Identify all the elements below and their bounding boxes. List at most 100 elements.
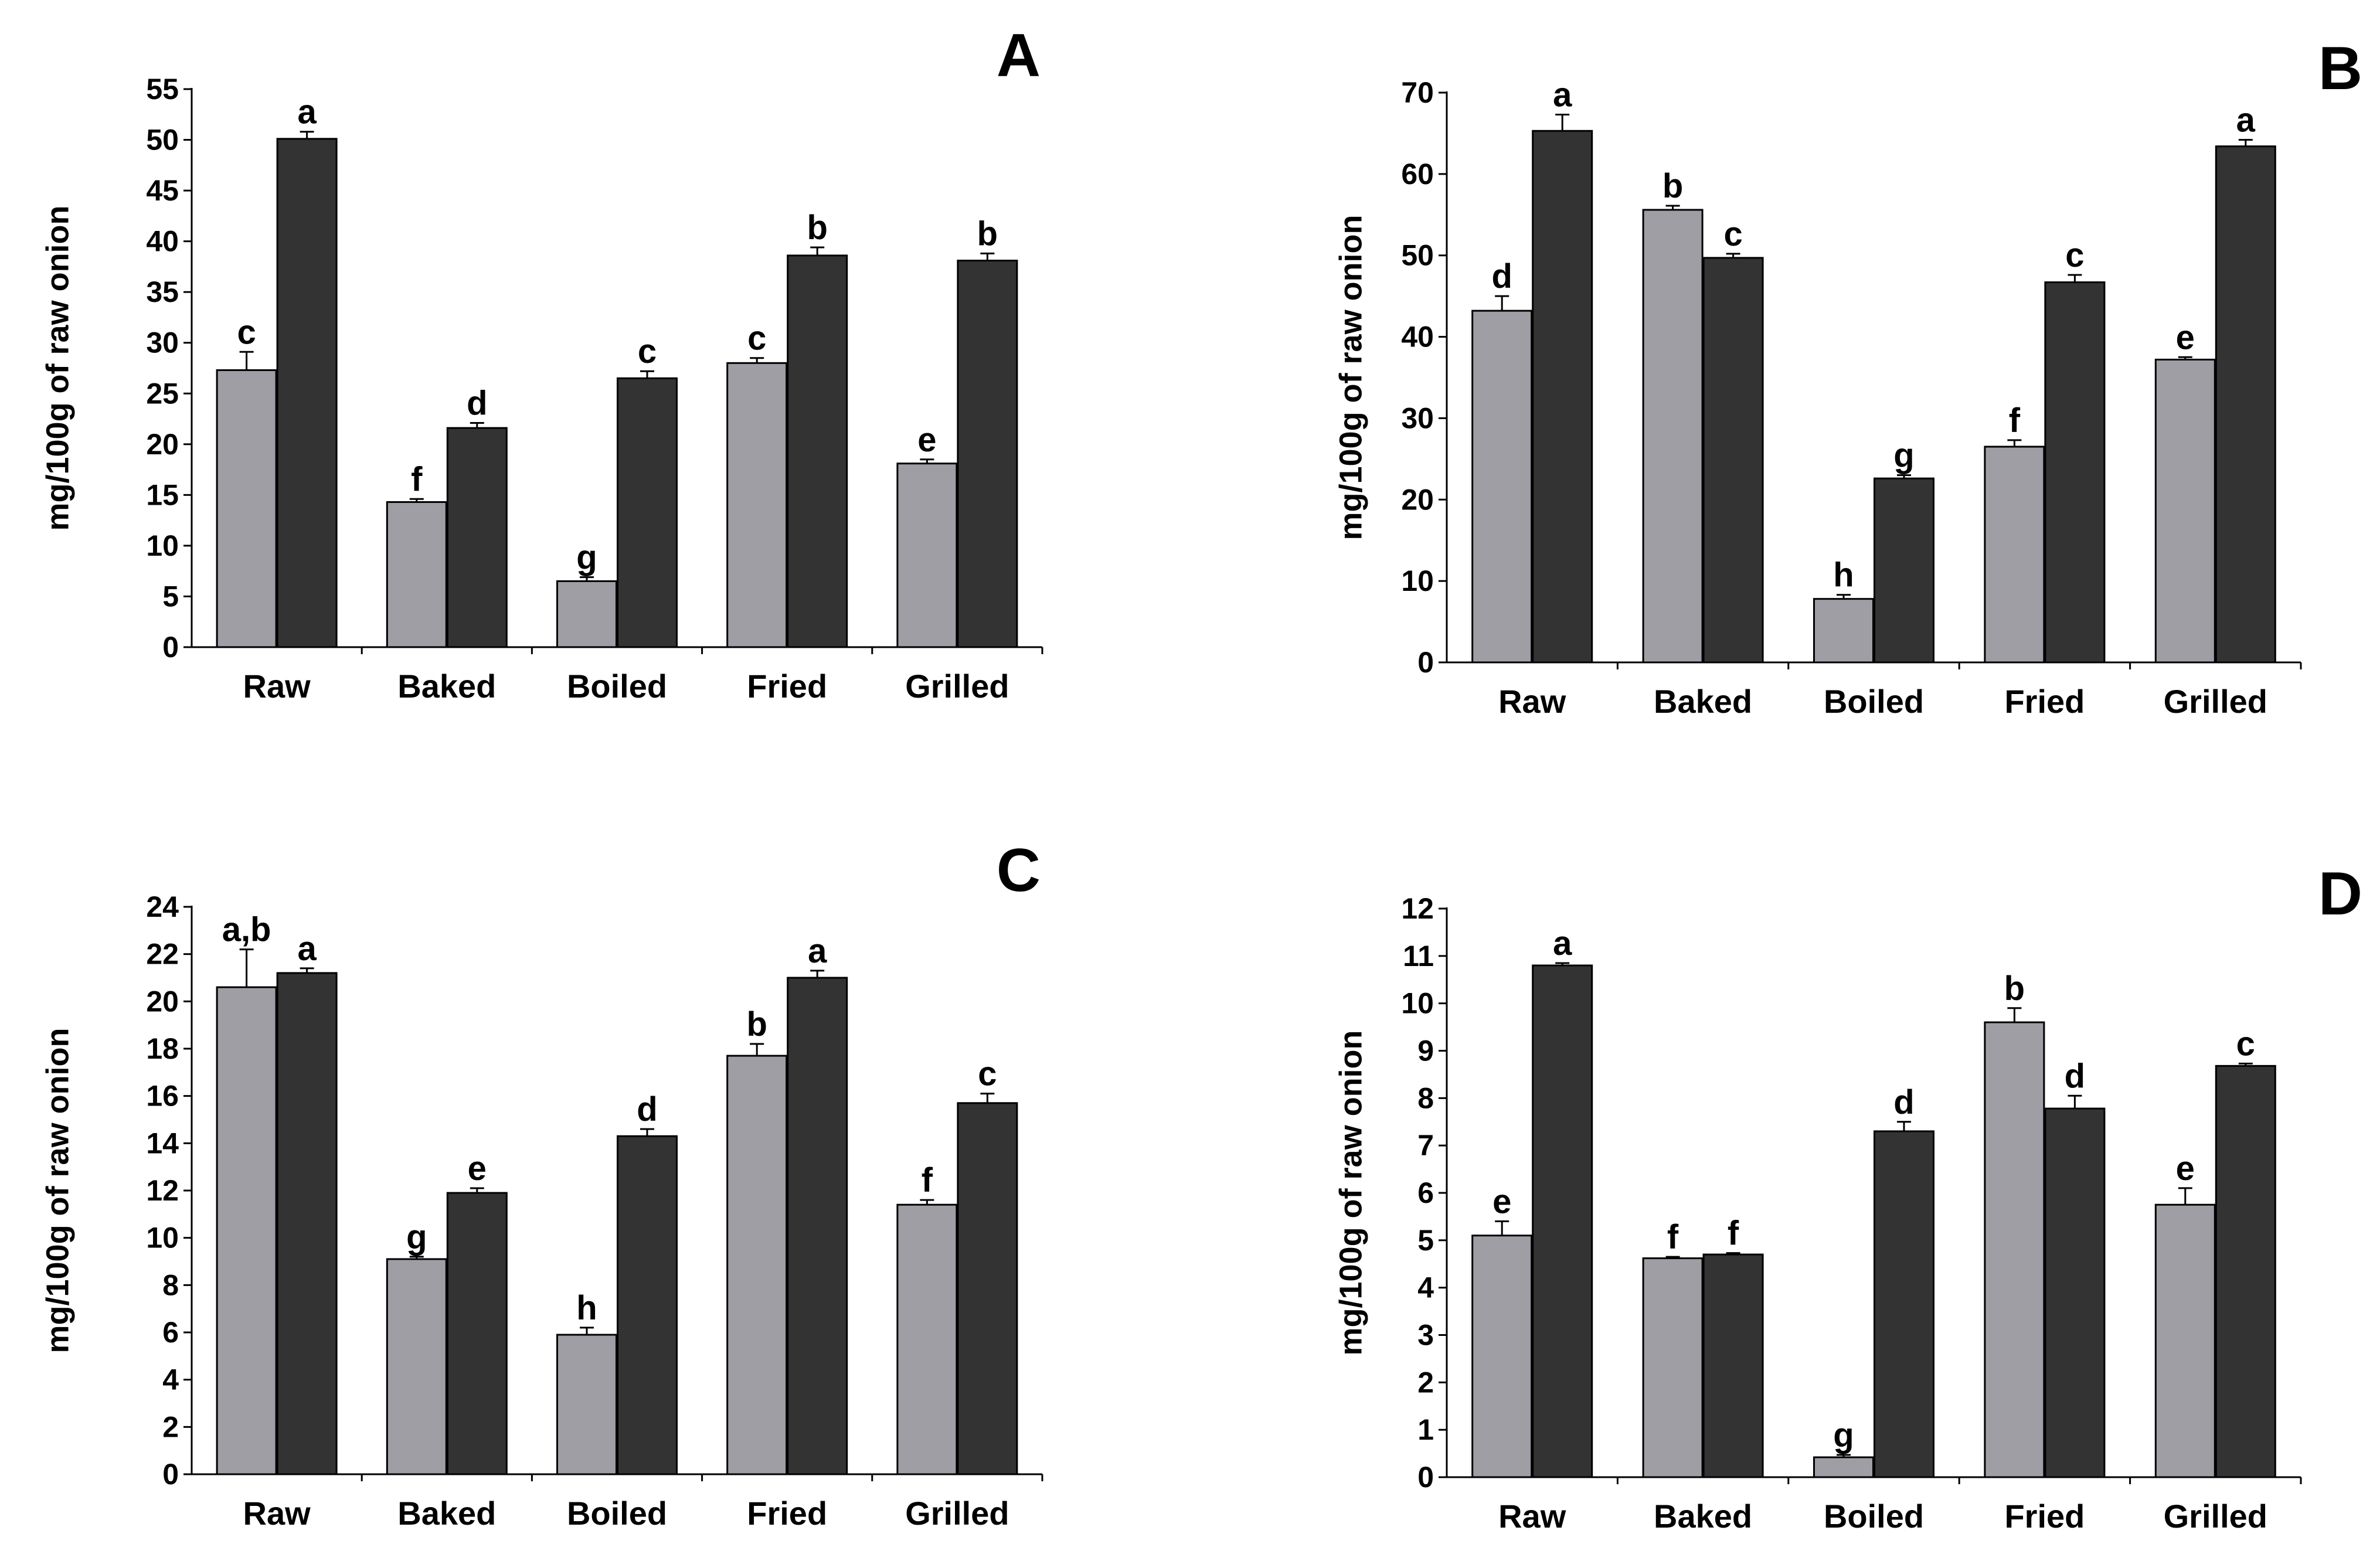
x-tick-label: Grilled [905, 1495, 1009, 1532]
y-tick-label: 60 [1401, 158, 1434, 191]
significance-letter: g [1833, 1416, 1854, 1454]
y-tick-label: 45 [146, 174, 179, 207]
y-tick-label: 8 [162, 1268, 179, 1301]
bar [386, 501, 447, 648]
significance-letter: e [917, 421, 936, 459]
significance-letter: e [2176, 1150, 2195, 1188]
panel-a: A mg/100g of raw onion 0 5 10 15 20 25 30 35 40 4… [40, 22, 1043, 705]
significance-letter: d [1893, 1083, 1914, 1121]
significance-letter: c [638, 332, 657, 370]
panel-title: C [997, 836, 1041, 904]
y-tick-label: 10 [146, 529, 179, 562]
bar [276, 972, 338, 1475]
significance-letter: a [808, 932, 827, 970]
significance-letter: a [297, 93, 317, 131]
bar [276, 138, 338, 648]
x-tick-label: Grilled [2164, 683, 2267, 720]
y-tick-label: 14 [146, 1127, 179, 1159]
significance-letter: a [1553, 924, 1572, 963]
bar [617, 377, 678, 648]
x-tick-label: Raw [243, 668, 311, 705]
significance-letter: a [2236, 101, 2256, 140]
significance-letter: d [637, 1090, 657, 1128]
significance-letter: f [1667, 1218, 1679, 1256]
significance-letter: b [746, 1005, 767, 1043]
y-tick-label: 8 [1417, 1082, 1434, 1114]
bar [446, 1192, 508, 1475]
y-tick-label: 50 [146, 124, 179, 157]
x-tick-label: Baked [1654, 1498, 1752, 1535]
y-tick-label: 6 [162, 1316, 179, 1349]
y-tick-label: 25 [146, 377, 179, 410]
x-tick-label: Baked [1654, 683, 1752, 720]
bar [957, 260, 1018, 648]
significance-letter: b [1662, 167, 1683, 205]
bar [2154, 358, 2216, 664]
significance-letter: c [747, 319, 766, 358]
y-tick-label: 4 [162, 1363, 179, 1396]
bar [2215, 1065, 2276, 1478]
y-tick-label: 15 [146, 478, 179, 511]
bar [1642, 209, 1704, 664]
bar [1642, 1257, 1704, 1478]
x-tick-label: Grilled [905, 668, 1009, 705]
significance-letter: c [2236, 1025, 2255, 1063]
y-tick-label: 30 [146, 327, 179, 359]
bar [1532, 130, 1593, 664]
bar [1984, 1021, 2045, 1478]
significance-letter: c [1723, 215, 1742, 253]
bar [896, 462, 958, 648]
bar [1532, 964, 1593, 1478]
panel-title: D [2318, 860, 2362, 928]
panel-title: B [2318, 35, 2362, 103]
x-tick-label: Grilled [2164, 1498, 2267, 1535]
y-tick-label: 10 [146, 1222, 179, 1254]
significance-letter: e [1492, 1183, 1511, 1221]
y-axis-label: mg/100g of raw onion [1333, 1030, 1368, 1355]
bar [1471, 1234, 1533, 1478]
bar [2044, 1107, 2106, 1478]
y-tick-label: 0 [162, 1458, 179, 1491]
y-tick-label: 20 [1401, 483, 1434, 516]
significance-letter: c [237, 313, 256, 351]
y-tick-label: 70 [1401, 76, 1434, 109]
y-axis-label: mg/100g of raw onion [40, 1028, 75, 1353]
x-tick-label: Raw [1498, 683, 1566, 720]
y-tick-label: 10 [1401, 564, 1434, 597]
significance-letter: c [2065, 236, 2084, 274]
y-tick-label: 0 [1417, 646, 1434, 679]
bar [787, 977, 848, 1475]
y-tick-label: 2 [1417, 1366, 1434, 1399]
significance-letter: f [2009, 402, 2021, 440]
y-tick-label: 1 [1417, 1413, 1434, 1446]
significance-letter: d [1491, 257, 1512, 295]
x-tick-label: Boiled [1824, 1498, 1924, 1535]
significance-letter: d [2065, 1057, 2085, 1095]
significance-letter: f [411, 460, 423, 498]
y-axis-label: mg/100g of raw onion [1333, 215, 1368, 540]
bar [216, 986, 277, 1475]
significance-letter: e [2176, 318, 2195, 356]
bar [617, 1135, 678, 1475]
y-tick-label: 2 [162, 1410, 179, 1443]
x-tick-label: Fried [2004, 1498, 2085, 1535]
bar [1813, 1456, 1874, 1478]
bar [1874, 1130, 1934, 1478]
x-tick-label: Fried [2004, 683, 2085, 720]
significance-letter: c [978, 1055, 997, 1093]
bar [216, 369, 277, 648]
y-tick-label: 30 [1401, 402, 1434, 434]
y-tick-label: 40 [1401, 321, 1434, 353]
x-tick-label: Raw [1498, 1498, 1566, 1535]
significance-letter: a [1553, 76, 1572, 114]
bar [556, 580, 617, 648]
bar [1874, 477, 1934, 664]
bar [2154, 1203, 2216, 1478]
x-tick-label: Boiled [1824, 683, 1924, 720]
bar [726, 362, 788, 648]
significance-letter: g [576, 539, 597, 577]
y-tick-label: 22 [146, 938, 179, 971]
y-tick-label: 5 [1417, 1224, 1434, 1257]
y-tick-label: 55 [146, 73, 179, 106]
